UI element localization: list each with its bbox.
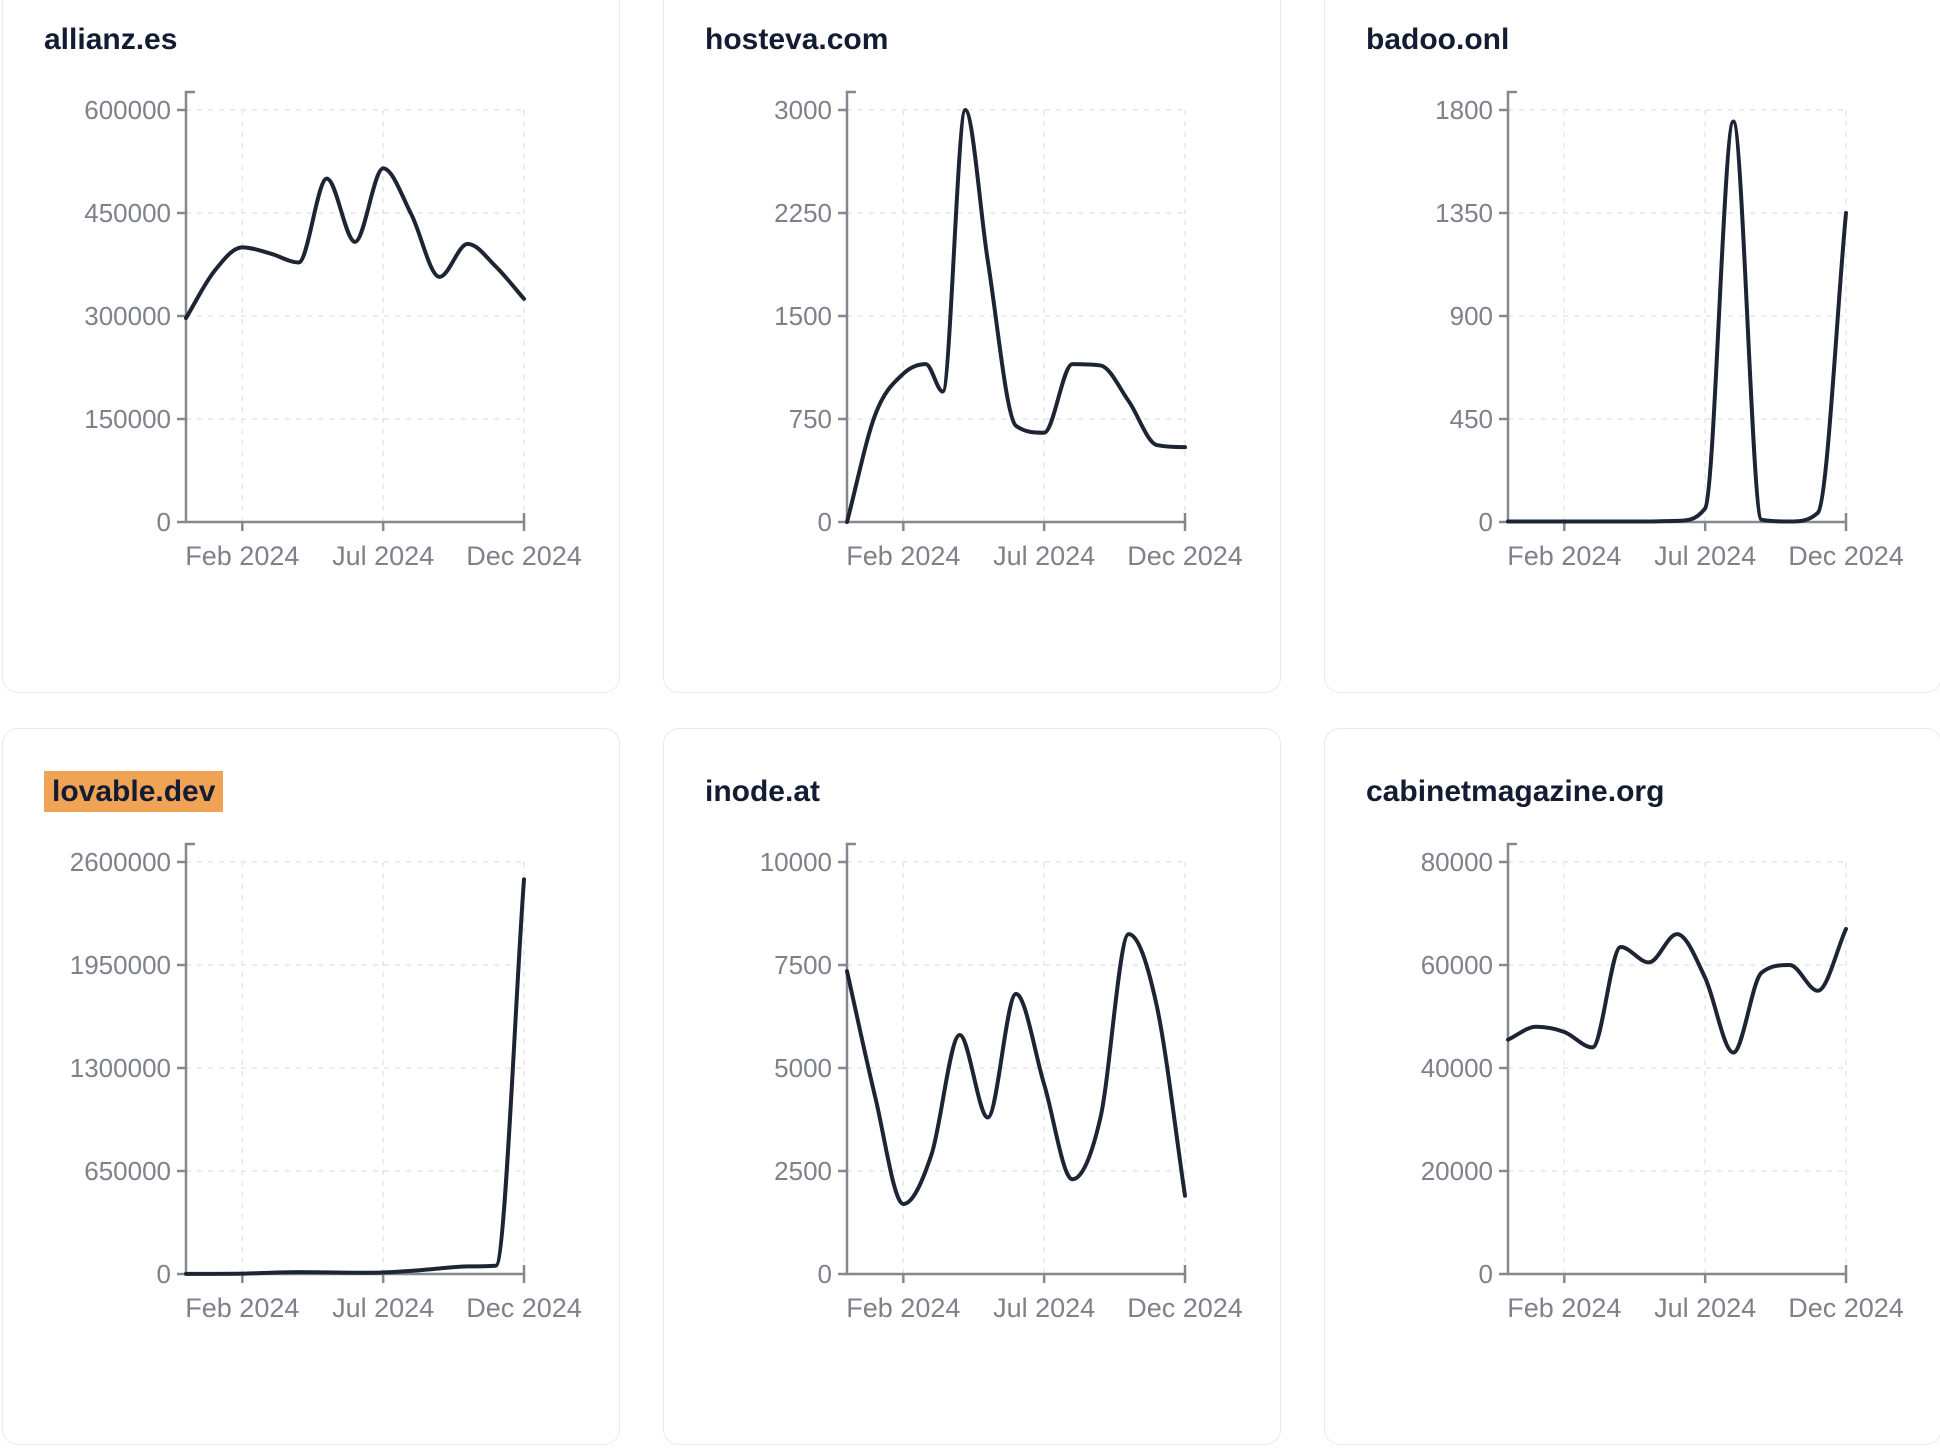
svg-text:Feb 2024: Feb 2024: [1507, 541, 1621, 571]
svg-text:2500: 2500: [774, 1156, 832, 1186]
svg-text:Jul 2024: Jul 2024: [993, 1293, 1095, 1323]
svg-text:20000: 20000: [1421, 1156, 1493, 1186]
svg-text:1950000: 1950000: [70, 950, 171, 980]
domain-name: cabinetmagazine.org: [1366, 775, 1665, 808]
svg-text:Jul 2024: Jul 2024: [993, 541, 1095, 571]
svg-text:1300000: 1300000: [70, 1053, 171, 1083]
svg-text:Dec 2024: Dec 2024: [466, 1293, 582, 1323]
line-chart: 0 2500 5000 7500 10000 Feb 2024 Jul 2024 Dec 20…: [760, 842, 1243, 1323]
svg-text:450: 450: [1450, 404, 1493, 434]
svg-text:Jul 2024: Jul 2024: [332, 1293, 434, 1323]
svg-text:3000: 3000: [774, 95, 832, 125]
domain-name: lovable.dev: [44, 771, 224, 812]
chart-card: lovable.dev 0 650000 1300000 1950000 2600000…: [2, 728, 620, 1445]
chart-title[interactable]: lovable.dev: [44, 771, 224, 812]
chart-title[interactable]: hosteva.com: [705, 21, 888, 59]
chart-title[interactable]: cabinetmagazine.org: [1366, 773, 1664, 811]
svg-text:10000: 10000: [760, 847, 832, 877]
chart-title[interactable]: inode.at: [705, 773, 820, 811]
domain-name: hosteva.com: [705, 23, 889, 56]
svg-text:650000: 650000: [84, 1156, 171, 1186]
svg-text:80000: 80000: [1421, 847, 1493, 877]
svg-text:450000: 450000: [84, 198, 171, 228]
svg-text:Feb 2024: Feb 2024: [185, 541, 299, 571]
domain-name: allianz.es: [44, 23, 178, 56]
svg-text:Dec 2024: Dec 2024: [1127, 541, 1243, 571]
svg-text:150000: 150000: [84, 404, 171, 434]
svg-text:1350: 1350: [1435, 198, 1493, 228]
svg-text:Dec 2024: Dec 2024: [1788, 541, 1904, 571]
chart-title[interactable]: badoo.onl: [1366, 21, 1509, 59]
svg-text:900: 900: [1450, 301, 1493, 331]
svg-text:Feb 2024: Feb 2024: [846, 541, 960, 571]
svg-text:Dec 2024: Dec 2024: [1127, 1293, 1243, 1323]
svg-text:1500: 1500: [774, 301, 832, 331]
svg-text:0: 0: [1479, 507, 1493, 537]
svg-text:1800: 1800: [1435, 95, 1493, 125]
svg-text:0: 0: [157, 507, 171, 537]
domain-name: inode.at: [705, 775, 821, 808]
svg-text:2250: 2250: [774, 198, 832, 228]
chart-card: cabinetmagazine.org 0 20000 40000 60000 8000…: [1324, 728, 1940, 1445]
line-chart: 0 150000 300000 450000 600000 Feb 2024 Jul 202…: [84, 90, 582, 571]
domain-name: badoo.onl: [1366, 23, 1510, 56]
svg-text:Jul 2024: Jul 2024: [332, 541, 434, 571]
svg-text:2600000: 2600000: [70, 847, 171, 877]
svg-text:300000: 300000: [84, 301, 171, 331]
svg-text:0: 0: [1479, 1259, 1493, 1289]
svg-text:0: 0: [157, 1259, 171, 1289]
svg-text:40000: 40000: [1421, 1053, 1493, 1083]
chart-card: inode.at 0 2500 5000 7500 10000 Feb 2024 Jul 2…: [663, 728, 1281, 1445]
chart-card: allianz.es 0 150000 300000 450000 600000 Feb …: [2, 0, 620, 693]
svg-text:Jul 2024: Jul 2024: [1654, 541, 1756, 571]
svg-text:Jul 2024: Jul 2024: [1654, 1293, 1756, 1323]
svg-text:Feb 2024: Feb 2024: [846, 1293, 960, 1323]
svg-text:Dec 2024: Dec 2024: [466, 541, 582, 571]
svg-text:Dec 2024: Dec 2024: [1788, 1293, 1904, 1323]
svg-text:60000: 60000: [1421, 950, 1493, 980]
svg-text:750: 750: [789, 404, 832, 434]
line-chart: 0 750 1500 2250 3000 Feb 2024 Jul 2024 Dec 2024: [774, 90, 1243, 571]
svg-text:Feb 2024: Feb 2024: [185, 1293, 299, 1323]
svg-text:600000: 600000: [84, 95, 171, 125]
chart-card: hosteva.com 0 750 1500 2250 3000 Feb 2024 Jul …: [663, 0, 1281, 693]
chart-card: badoo.onl 0 450 900 1350 1800 Feb 2024 Jul 202…: [1324, 0, 1940, 693]
svg-text:7500: 7500: [774, 950, 832, 980]
svg-text:Feb 2024: Feb 2024: [1507, 1293, 1621, 1323]
chart-title[interactable]: allianz.es: [44, 21, 177, 59]
line-chart: 0 650000 1300000 1950000 2600000 Feb 2024 Jul …: [70, 842, 582, 1323]
line-chart: 0 20000 40000 60000 80000 Feb 2024 Jul 2024 Dec…: [1421, 842, 1904, 1323]
line-chart: 0 450 900 1350 1800 Feb 2024 Jul 2024 Dec 2024: [1435, 90, 1904, 571]
svg-text:0: 0: [818, 507, 832, 537]
svg-text:0: 0: [818, 1259, 832, 1289]
svg-text:5000: 5000: [774, 1053, 832, 1083]
